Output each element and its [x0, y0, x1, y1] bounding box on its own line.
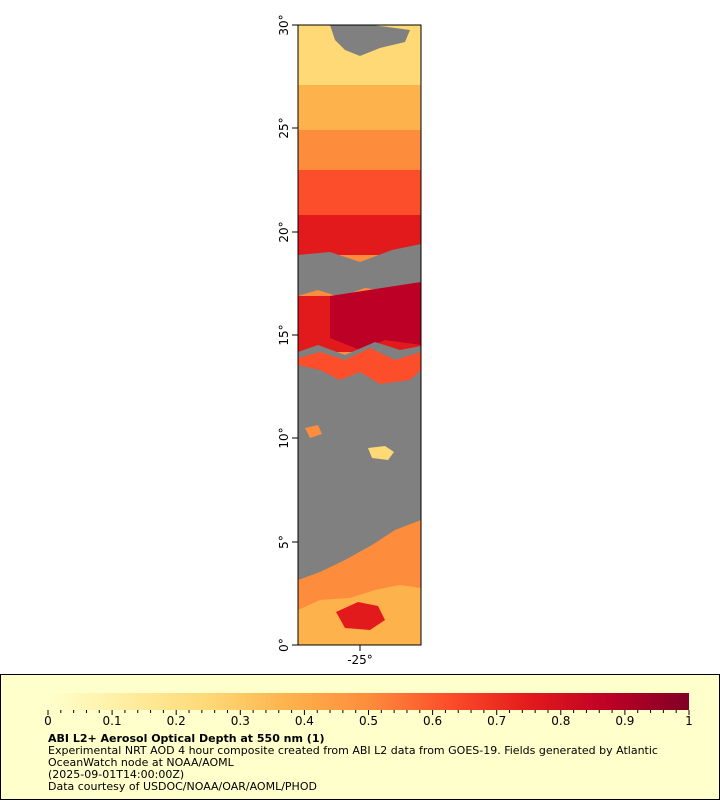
lon-label: -25° [347, 653, 373, 667]
lat-label-5: 5° [277, 535, 291, 549]
caption-timestamp: (2025-09-01T14:00:00Z) [48, 768, 185, 781]
colorbar-tick-label: 0.4 [295, 714, 314, 728]
caption-description-line2: OceanWatch node at NOAA/AOML [48, 756, 234, 769]
legend-panel: 0 0.1 0.2 0.3 0.4 0.5 0.6 0.7 0.8 0.9 1 ABI L2+ Ae… [0, 674, 720, 800]
lat-label-10: 10° [277, 427, 291, 448]
colorbar: 0 0.1 0.2 0.3 0.4 0.5 0.6 0.7 0.8 0.9 1 [44, 693, 693, 728]
no-data-area [330, 25, 410, 56]
lat-label-15: 15° [277, 324, 291, 345]
aod-map-field [298, 25, 421, 645]
colorbar-tick-label: 0.6 [423, 714, 442, 728]
lat-label-25: 25° [277, 117, 291, 138]
lat-label-30: 30° [277, 14, 291, 35]
colorbar-tick-label: 0.5 [359, 714, 378, 728]
caption-credit: Data courtesy of USDOC/NOAA/OAR/AOML/PHO… [48, 780, 317, 793]
caption-description-line1: Experimental NRT AOD 4 hour composite cr… [48, 744, 658, 757]
colorbar-tick-label: 0.3 [231, 714, 250, 728]
lat-label-0: 0° [277, 638, 291, 652]
colorbar-tick-label: 0 [44, 714, 52, 728]
lat-label-20: 20° [277, 221, 291, 242]
colorbar-tick-label: 0.2 [167, 714, 186, 728]
aod-map: 0° 5° 10° 15° 20° 25° 30° -25° [277, 14, 422, 667]
no-data-area [298, 244, 421, 297]
colorbar-ticks: 0 0.1 0.2 0.3 0.4 0.5 0.6 0.7 0.8 0.9 1 [44, 710, 693, 728]
caption-title: ABI L2+ Aerosol Optical Depth at 550 nm … [48, 732, 325, 745]
colorbar-gradient [48, 693, 689, 710]
colorbar-tick-label: 0.9 [615, 714, 634, 728]
colorbar-tick-label: 0.7 [487, 714, 506, 728]
colorbar-tick-label: 1 [685, 714, 693, 728]
colorbar-tick-label: 0.1 [103, 714, 122, 728]
colorbar-tick-label: 0.8 [551, 714, 570, 728]
lat-ticks [292, 24, 361, 651]
